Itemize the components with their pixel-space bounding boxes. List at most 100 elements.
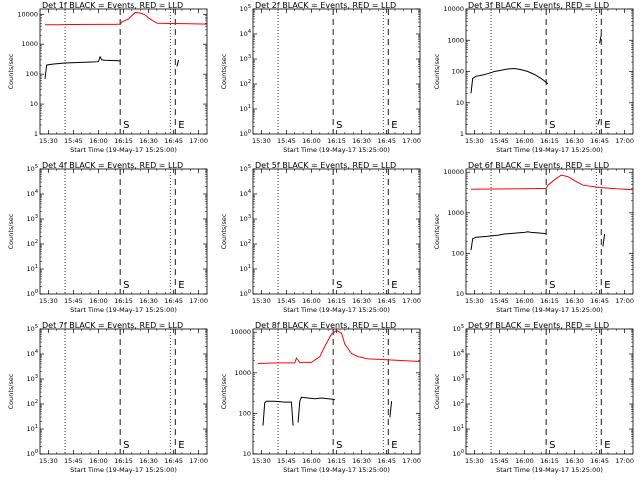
x-axis-label: Start Time (19-May-17 15:25:00): [496, 306, 603, 314]
x-tick-label: 16:45: [377, 457, 396, 465]
x-tick-label: 16:45: [590, 457, 609, 465]
y-tick-label: 100: [240, 129, 251, 138]
marker-s: S: [549, 280, 555, 291]
plot-panel-5: Det 5f BLACK = Events, RED = LLD Counts/s…: [220, 161, 421, 314]
lld-series-line: [45, 11, 208, 26]
y-tick-label: 100: [452, 249, 464, 257]
y-tick-label: 105: [240, 4, 251, 13]
plot-title: Det 4f BLACK = Events, RED = LLD: [42, 161, 183, 170]
x-tick-label: 15:45: [64, 137, 83, 145]
y-tick-exponent: 1: [461, 424, 464, 430]
marker-e: E: [391, 440, 397, 451]
y-tick-label: 103: [240, 214, 251, 223]
y-tick-exponent: 3: [248, 54, 251, 60]
x-tick-label: 17:00: [615, 137, 634, 145]
y-tick-exponent: 3: [248, 214, 251, 220]
y-tick-label: 102: [27, 399, 38, 408]
plot-title: Det 3f BLACK = Events, RED = LLD: [468, 1, 609, 10]
y-tick-label: 103: [27, 214, 38, 223]
x-tick-label: 16:00: [89, 137, 108, 145]
y-tick-label: 101: [453, 424, 464, 433]
x-tick-label: 15:30: [252, 137, 271, 145]
x-tick-label: 15:30: [39, 297, 58, 305]
x-tick-label: 16:15: [540, 457, 559, 465]
x-tick-label: 16:45: [590, 137, 609, 145]
y-tick-label: 10000: [17, 10, 38, 18]
marker-e: E: [604, 440, 610, 451]
x-tick-label: 16:15: [327, 297, 346, 305]
x-tick-label: 17:00: [189, 457, 208, 465]
x-tick-label: 16:30: [565, 297, 584, 305]
x-tick-label: 16:00: [302, 457, 321, 465]
x-tick-label: 17:00: [402, 137, 421, 145]
marker-e: E: [391, 280, 397, 291]
y-tick-label: 100: [240, 289, 251, 298]
x-axis-label: Start Time (19-May-17 15:25:00): [70, 146, 177, 154]
y-tick-exponent: 4: [35, 349, 38, 355]
x-tick-label: 16:30: [352, 457, 371, 465]
y-axis-label: Counts/sec: [7, 53, 15, 89]
y-tick-exponent: 5: [35, 324, 38, 330]
y-tick-label: 1: [460, 130, 464, 138]
plot-title: Det 9f BLACK = Events, RED = LLD: [468, 321, 609, 330]
y-tick-exponent: 5: [461, 324, 464, 330]
y-tick-label: 100: [239, 409, 251, 417]
x-tick-label: 16:30: [565, 137, 584, 145]
plot-title: Det 6f BLACK = Events, RED = LLD: [468, 161, 609, 170]
x-tick-label: 16:00: [89, 457, 108, 465]
x-axis-label: Start Time (19-May-17 15:25:00): [283, 146, 390, 154]
y-tick-label: 104: [27, 349, 38, 358]
y-tick-label: 10: [456, 290, 464, 298]
plot-title: Det 8f BLACK = Events, RED = LLD: [255, 321, 396, 330]
lld-series-line: [470, 174, 634, 191]
x-tick-label: 16:15: [540, 137, 559, 145]
x-tick-label: 16:30: [352, 297, 371, 305]
marker-s: S: [549, 440, 555, 451]
x-axis-label: Start Time (19-May-17 15:25:00): [70, 306, 177, 314]
y-tick-exponent: 4: [248, 29, 251, 35]
y-axis-label: Counts/sec: [433, 53, 441, 89]
y-tick-exponent: 3: [35, 374, 38, 380]
y-tick-exponent: 3: [35, 214, 38, 220]
x-tick-label: 17:00: [189, 137, 208, 145]
x-tick-label: 16:15: [540, 297, 559, 305]
marker-e: E: [391, 120, 397, 131]
x-axis-label: Start Time (19-May-17 15:25:00): [70, 466, 177, 474]
x-axis-label: Start Time (19-May-17 15:25:00): [496, 146, 603, 154]
marker-s: S: [123, 120, 129, 131]
marker-s: S: [123, 440, 129, 451]
y-tick-label: 104: [240, 29, 251, 38]
y-tick-label: 104: [453, 349, 464, 358]
y-tick-label: 1000: [447, 36, 464, 44]
plot-title: Det 2f BLACK = Events, RED = LLD: [255, 1, 396, 10]
x-tick-label: 16:00: [515, 137, 534, 145]
events-series-line: [470, 231, 547, 251]
y-tick-label: 101: [240, 104, 251, 113]
x-tick-label: 17:00: [615, 457, 634, 465]
x-tick-label: 16:45: [164, 457, 183, 465]
y-tick-exponent: 4: [35, 189, 38, 195]
x-axis-label: Start Time (19-May-17 15:25:00): [496, 466, 603, 474]
marker-s: S: [336, 440, 342, 451]
y-tick-label: 101: [27, 264, 38, 273]
y-axis-label: Counts/sec: [220, 373, 228, 409]
y-tick-label: 1000: [21, 40, 38, 48]
events-series-line: [176, 59, 180, 67]
x-tick-label: 16:30: [139, 297, 158, 305]
x-tick-label: 17:00: [402, 297, 421, 305]
plot-panel-3: Det 3f BLACK = Events, RED = LLD Counts/s…: [433, 1, 634, 154]
x-tick-label: 16:00: [302, 137, 321, 145]
x-tick-label: 15:30: [465, 137, 484, 145]
x-tick-label: 16:15: [114, 297, 133, 305]
events-series-line: [470, 67, 549, 94]
y-tick-label: 1000: [234, 369, 251, 377]
y-tick-label: 100: [27, 449, 38, 458]
x-tick-label: 16:15: [327, 137, 346, 145]
plot-title: Det 1f BLACK = Events, RED = LLD: [42, 1, 183, 10]
events-series-line: [44, 55, 121, 79]
x-tick-label: 16:15: [327, 457, 346, 465]
x-tick-label: 17:00: [189, 297, 208, 305]
y-tick-exponent: 5: [35, 164, 38, 170]
y-tick-label: 100: [453, 449, 464, 458]
